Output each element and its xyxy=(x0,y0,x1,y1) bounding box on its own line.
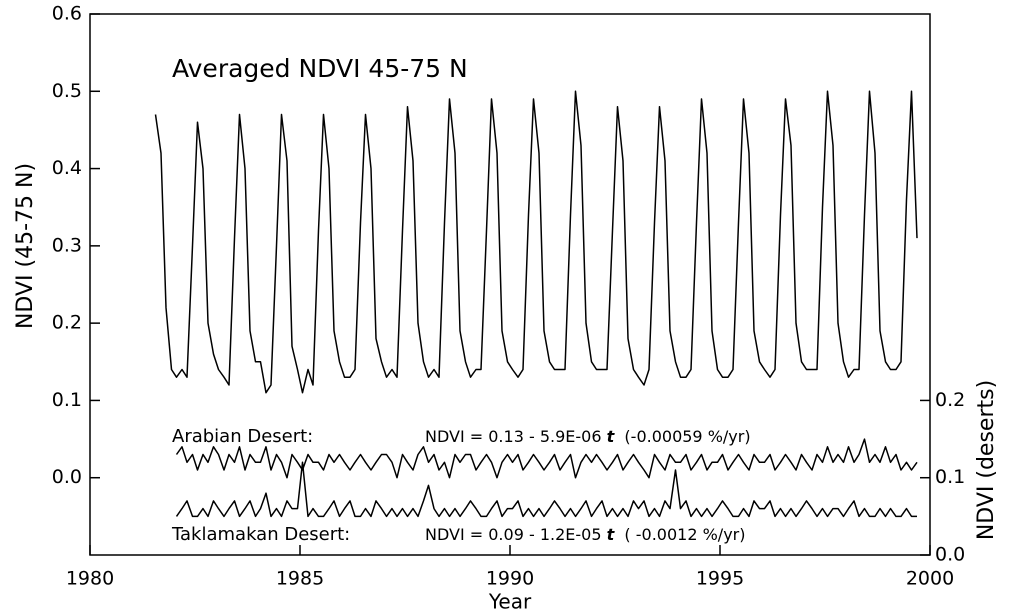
annotation-equation: NDVI = 0.09 - 1.2E-05 t ( -0.0012 %/yr) xyxy=(425,525,745,544)
x-tick-label: 1990 xyxy=(486,568,534,590)
x-tick-label: 1985 xyxy=(276,568,324,590)
chart-title: Averaged NDVI 45-75 N xyxy=(172,54,468,83)
annotation-label: Arabian Desert: xyxy=(172,426,313,447)
equation-part: NDVI = 0.09 - 1.2E-05 xyxy=(425,525,607,544)
y2-tick-label: 0.2 xyxy=(935,389,965,411)
x-tick-label: 1980 xyxy=(66,568,114,590)
x-tick-label: 2000 xyxy=(906,568,954,590)
data-line xyxy=(154,90,918,394)
y-axis-label: NDVI (45-75 N) xyxy=(13,163,38,329)
y2-tick-label: 0.0 xyxy=(935,544,965,566)
annotation-equation: NDVI = 0.13 - 5.9E-06 t (-0.00059 %/yr) xyxy=(425,427,751,446)
data-line xyxy=(175,461,917,518)
y2-axis-label: NDVI (deserts) xyxy=(974,380,999,540)
equation-part: ( -0.0012 %/yr) xyxy=(614,525,745,544)
y-tick-label: 0.6 xyxy=(52,3,82,25)
y-tick-label: 0.5 xyxy=(52,80,82,102)
y2-tick-label: 0.1 xyxy=(935,466,965,488)
data-line xyxy=(175,438,918,479)
x-tick-label: 1995 xyxy=(696,568,744,590)
equation-part: NDVI = 0.13 - 5.9E-06 xyxy=(425,427,607,446)
y-tick-label: 0.0 xyxy=(52,466,82,488)
y-tick-label: 0.1 xyxy=(52,389,82,411)
equation-part: t xyxy=(607,525,616,544)
y-tick-label: 0.4 xyxy=(52,157,82,179)
annotation-label: Taklamakan Desert: xyxy=(171,524,350,545)
plot-frame xyxy=(89,13,931,556)
equation-part: t xyxy=(607,427,616,446)
y-tick-label: 0.2 xyxy=(52,312,82,334)
y-tick-label: 0.3 xyxy=(52,234,82,256)
equation-part: (-0.00059 %/yr) xyxy=(614,427,750,446)
x-axis-label: Year xyxy=(488,590,532,614)
